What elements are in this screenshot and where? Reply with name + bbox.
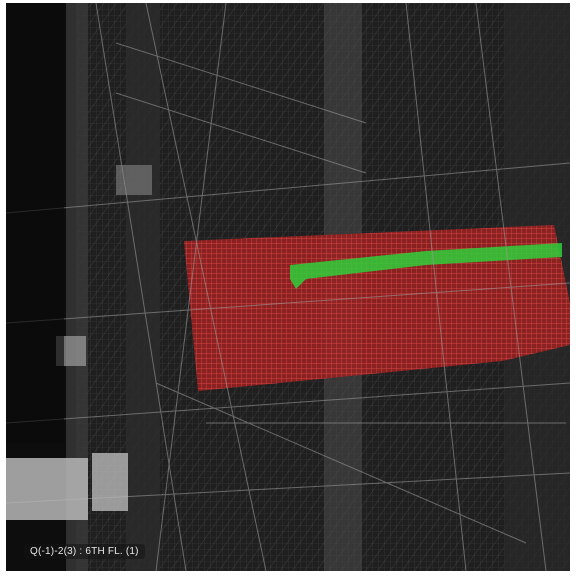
left-void (6, 3, 64, 443)
highlighted-route[interactable] (290, 243, 562, 289)
left-column (66, 3, 88, 571)
structure-lines (6, 3, 570, 571)
highlighted-floor-slab[interactable] (184, 225, 570, 391)
left-column-2 (126, 3, 160, 571)
wireframe-building-model[interactable] (6, 3, 570, 571)
panel-lower-right (92, 453, 128, 511)
panel-upper (116, 165, 152, 195)
selection-label: Q(-1)-2(3) : 6TH FL. (1) (24, 544, 145, 559)
3d-viewport[interactable]: Q(-1)-2(3) : 6TH FL. (1) (6, 3, 570, 571)
highlighted-floor-glow (184, 225, 570, 391)
panel-lower-left (6, 458, 88, 520)
